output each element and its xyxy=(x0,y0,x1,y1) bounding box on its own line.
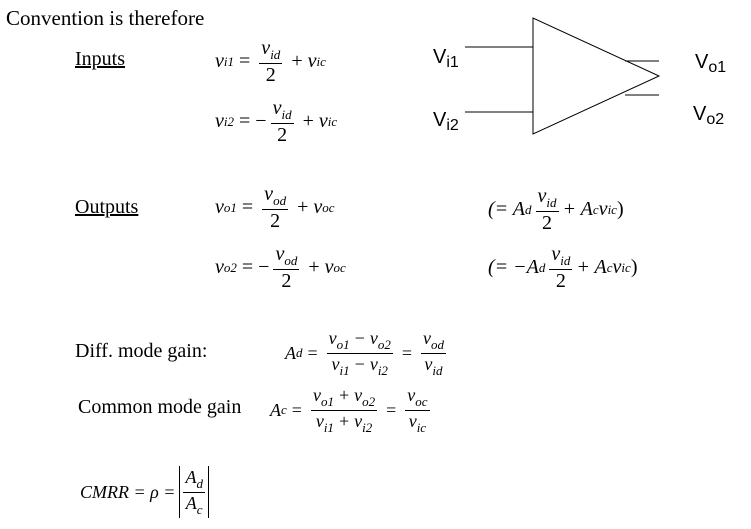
amplifier-diagram xyxy=(465,17,661,135)
pin-label-vo2: Vo2 xyxy=(693,103,725,128)
outputs-label: Outputs xyxy=(75,196,139,218)
amplifier-triangle xyxy=(532,17,661,135)
absolute-value-bars: Ad Ac xyxy=(179,466,209,519)
equation-vi2: v i2 = − vid 2 + v ic xyxy=(215,97,338,146)
equation-vo1: v o1 = vod 2 + v oc xyxy=(215,183,335,232)
equation-cmrr: CMRR = ρ = Ad Ac xyxy=(80,466,209,519)
inputs-label: Inputs xyxy=(75,48,125,70)
equation-vo2: v o2 = − vod 2 + v oc xyxy=(215,243,346,292)
heading: Convention is therefore xyxy=(6,6,205,30)
equation-vi1: v i1 = vid 2 + v ic xyxy=(215,37,326,86)
pin-label-vo1: Vo1 xyxy=(695,51,727,76)
pin-label-vi1: Vi1 xyxy=(433,46,459,71)
pin-label-vi2: Vi2 xyxy=(433,109,459,134)
diff-gain-label: Diff. mode gain: xyxy=(75,340,208,362)
common-gain-label: Common mode gain xyxy=(78,396,242,418)
